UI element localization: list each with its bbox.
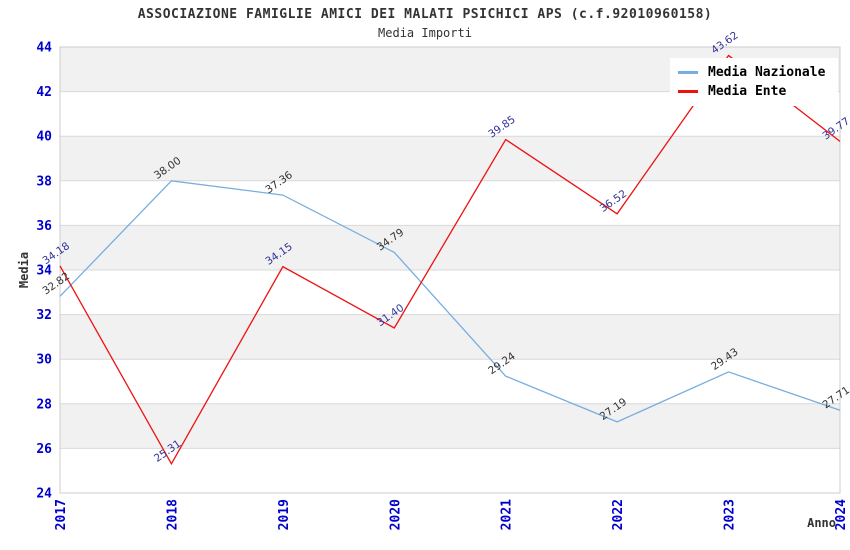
series-line-media-nazionale bbox=[59, 180, 841, 423]
x-tick-label: 2023 bbox=[723, 499, 738, 530]
x-tick-label: 2021 bbox=[500, 499, 515, 530]
legend-item-media-ente: Media Ente bbox=[678, 82, 838, 101]
x-tick-label: 2017 bbox=[54, 499, 69, 530]
y-tick-label: 36 bbox=[36, 219, 52, 234]
x-tick-label: 2020 bbox=[388, 499, 403, 530]
x-tick-label: 2024 bbox=[834, 499, 849, 530]
plot-band bbox=[60, 314, 840, 360]
plot-band bbox=[60, 225, 840, 270]
plot-band bbox=[60, 448, 840, 493]
legend-label-media-ente: Media Ente bbox=[708, 84, 787, 99]
media-ente-line-swatch bbox=[678, 90, 698, 93]
chart-subtitle: Media Importi bbox=[378, 26, 472, 40]
plot-border bbox=[59, 46, 841, 494]
legend-item-media-nazionale: Media Nazionale bbox=[678, 63, 838, 82]
x-axis-title: Anno bbox=[807, 516, 836, 530]
y-tick-label: 28 bbox=[36, 397, 52, 412]
plot-band bbox=[60, 359, 840, 404]
y-tick-label: 42 bbox=[36, 85, 52, 100]
y-tick-label: 26 bbox=[36, 442, 52, 457]
plot-band bbox=[60, 180, 840, 226]
plot-band bbox=[60, 403, 840, 449]
x-tick-label: 2022 bbox=[611, 499, 626, 530]
x-tick-label: 2019 bbox=[277, 499, 292, 530]
legend: Media Nazionale Media Ente bbox=[670, 58, 838, 106]
y-tick-label: 24 bbox=[36, 487, 52, 502]
y-tick-label: 32 bbox=[36, 308, 52, 323]
media-nazionale-line-swatch bbox=[678, 71, 698, 74]
plot-band bbox=[60, 270, 840, 315]
y-tick-label: 34 bbox=[36, 264, 52, 279]
plot-band bbox=[60, 136, 840, 181]
chart-title: ASSOCIAZIONE FAMIGLIE AMICI DEI MALATI P… bbox=[137, 7, 713, 22]
y-tick-label: 44 bbox=[36, 41, 52, 56]
y-axis-title: Media bbox=[17, 252, 31, 288]
y-tick-label: 30 bbox=[36, 353, 52, 368]
y-tick-label: 40 bbox=[36, 130, 52, 145]
y-tick-label: 38 bbox=[36, 174, 52, 189]
x-tick-label: 2018 bbox=[165, 499, 180, 530]
legend-label-media-nazionale: Media Nazionale bbox=[708, 65, 826, 80]
